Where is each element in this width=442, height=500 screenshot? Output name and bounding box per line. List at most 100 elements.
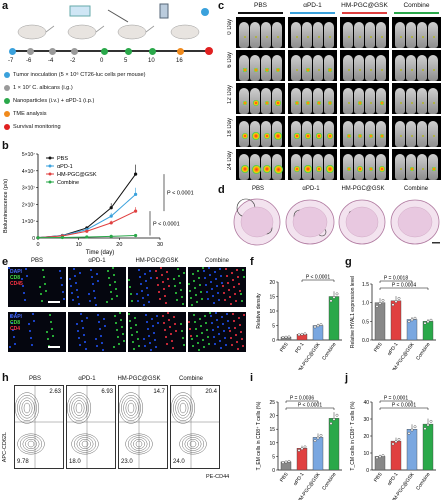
e-cell-dot [215, 312, 217, 314]
h-flow-plot: 20.4 24.0 [170, 385, 220, 469]
c-group-header: αPD-1 [303, 2, 322, 9]
e-cell-dot [211, 288, 213, 290]
legend-item: Nanoparticles (i.v.) + αPD-1 (i.p.) [4, 98, 94, 104]
e-cell-dot [154, 339, 156, 341]
e-cell-dot [135, 324, 137, 326]
b-ytick: 2×10⁷ [22, 202, 35, 208]
c-mouse [365, 121, 375, 147]
e-cell-dot [52, 335, 54, 337]
c-mouse [291, 22, 301, 48]
bar-ytick: 0 [272, 468, 275, 474]
e-cell-dot [103, 318, 105, 320]
b-point [85, 229, 89, 233]
e-scale-bar [48, 301, 60, 303]
e-cell-dot [183, 272, 185, 274]
panel-label-a: a [2, 0, 9, 12]
e-cell-dot [85, 348, 87, 350]
e-cell-dot [43, 276, 45, 278]
c-group-bar [238, 12, 283, 14]
d-group-header: αPD-1 [302, 186, 320, 192]
e-cell-dot [128, 279, 130, 281]
bar-ytick: 20 [269, 414, 275, 420]
bar-point [297, 333, 301, 337]
bar-point [287, 335, 291, 339]
e-cell-dot [107, 270, 109, 272]
timeline-axis [10, 50, 210, 52]
e-cell-dot [192, 345, 194, 347]
panel-label-j: j [345, 372, 349, 384]
e-cell-dot [213, 302, 215, 304]
c-mouse [417, 154, 427, 180]
e-cell-dot [99, 328, 101, 330]
h-upper-value: 20.4 [205, 389, 217, 395]
c-signal [304, 165, 312, 173]
bar-bracket [285, 407, 335, 410]
panel-label-b: b [2, 140, 9, 152]
c-imaging-cell [236, 83, 285, 114]
e-cell-dot [95, 338, 97, 340]
bar-point [284, 335, 288, 339]
b-point [109, 234, 113, 238]
e-cell-dot [241, 338, 243, 340]
e-cell-dot [163, 288, 165, 290]
c-signal [348, 36, 350, 38]
bar-point [329, 299, 333, 303]
bar-ytick: 0 [366, 468, 369, 474]
c-signal [400, 36, 402, 38]
e-cell-dot [217, 292, 219, 294]
h-contour [119, 386, 167, 468]
e-cell-dot [148, 335, 150, 337]
panel-label-e: e [2, 256, 9, 268]
c-signal [399, 167, 403, 171]
e-cell-dot [178, 275, 180, 277]
c-signal [263, 132, 271, 140]
b-ytick: 1×10⁷ [22, 219, 35, 225]
d-group-header: PBS [251, 186, 264, 192]
e-cell-dot [71, 292, 73, 294]
c-imaging-cell [392, 17, 441, 48]
e-cell-dot [237, 276, 239, 278]
e-cell-dot [145, 314, 147, 316]
b-xtick: 10 [76, 242, 82, 248]
e-cell-dot [155, 270, 157, 272]
c-signal [370, 36, 372, 38]
e-cell-dot [80, 313, 82, 315]
e-cell-dot [193, 314, 195, 316]
bar-category-label: αPD-1 [387, 342, 400, 357]
c-signal [347, 101, 351, 105]
c-signal [432, 167, 436, 171]
bar-point [300, 332, 304, 336]
e-cell-dot [224, 337, 226, 339]
e-cell-dot [179, 282, 181, 284]
c-mouse [343, 88, 353, 114]
c-signal [368, 166, 374, 172]
e-cell-dot [138, 269, 140, 271]
e-channel-label: DAPI [10, 314, 22, 320]
bar-category-label: PD-1 [294, 342, 306, 355]
e-cell-dot [102, 349, 104, 351]
bar-point [284, 460, 288, 464]
e-cell-dot [92, 283, 94, 285]
e-cell-dot [202, 339, 204, 341]
c-signal [326, 165, 334, 173]
e-cell-dot [148, 301, 150, 303]
c-signal [400, 69, 402, 71]
e-cell-dot [189, 328, 191, 330]
b-pvalue: P < 0.0001 [167, 191, 194, 197]
legend-item: Survival monitoring [4, 124, 61, 130]
c-signal [369, 134, 373, 138]
bar-pvalue: P < 0.0001 [392, 403, 416, 409]
b-xtick: 30 [157, 242, 163, 248]
c-imaging-cell [288, 17, 337, 48]
e-cell-dot [200, 291, 202, 293]
c-signal [295, 101, 299, 105]
e-cell-dot [212, 329, 214, 331]
bar-ytick: 10 [363, 451, 369, 457]
panel-j-bar-chart: T_CM cells in CD8⁺ T cells (%) 0 10 20 30 40 P… [350, 396, 436, 500]
b-xtick: 0 [36, 242, 39, 248]
bar-bracket [379, 407, 429, 410]
c-signal [326, 132, 334, 140]
e-cell-dot [189, 290, 191, 292]
e-cell-dot [165, 336, 167, 338]
e-cell-dot [118, 343, 120, 345]
